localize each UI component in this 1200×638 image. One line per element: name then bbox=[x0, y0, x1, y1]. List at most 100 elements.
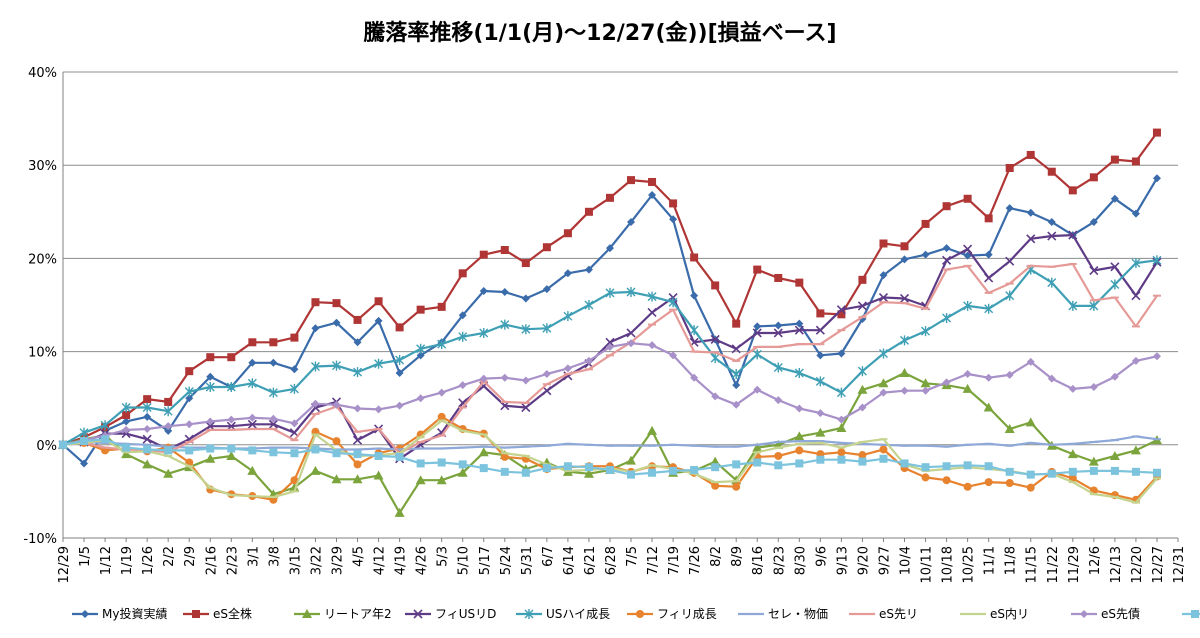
data-point bbox=[1089, 300, 1099, 311]
x-tick-label: 2/16 bbox=[204, 546, 219, 575]
x-tick-label: 9/13 bbox=[835, 546, 850, 575]
legend-item: USハイ成長 bbox=[516, 607, 610, 621]
data-point bbox=[857, 384, 868, 394]
data-point bbox=[248, 413, 257, 422]
data-point bbox=[879, 445, 888, 454]
data-point bbox=[815, 427, 826, 437]
data-point bbox=[164, 426, 173, 435]
data-point bbox=[184, 386, 194, 397]
data-point bbox=[647, 291, 657, 302]
data-point bbox=[289, 482, 300, 492]
data-point bbox=[1110, 372, 1119, 381]
data-point bbox=[710, 334, 720, 345]
data-point bbox=[795, 278, 804, 287]
data-point bbox=[164, 397, 173, 406]
data-point bbox=[774, 451, 783, 460]
data-point bbox=[122, 425, 131, 434]
data-point bbox=[605, 337, 615, 347]
data-point bbox=[1067, 449, 1078, 459]
data-point bbox=[773, 362, 783, 373]
data-point bbox=[59, 440, 67, 449]
data-point bbox=[689, 325, 699, 336]
data-point bbox=[647, 307, 657, 318]
data-point bbox=[921, 473, 930, 482]
data-point bbox=[983, 402, 994, 412]
x-tick-label: 6/14 bbox=[562, 546, 577, 575]
data-point bbox=[837, 455, 846, 464]
data-point bbox=[984, 273, 994, 283]
x-tick-label: 12/27 bbox=[1151, 546, 1166, 583]
data-point bbox=[1026, 483, 1035, 492]
data-point bbox=[921, 386, 930, 395]
data-point bbox=[227, 415, 236, 424]
y-tick-label: -10% bbox=[23, 532, 57, 547]
data-point bbox=[310, 465, 321, 475]
data-point bbox=[605, 465, 614, 474]
data-point bbox=[1152, 255, 1162, 266]
data-point bbox=[142, 402, 152, 413]
x-tick-label: 11/15 bbox=[1025, 546, 1040, 583]
data-point bbox=[521, 468, 530, 477]
y-tick-label: 30% bbox=[28, 159, 57, 174]
data-point bbox=[627, 218, 636, 227]
x-tick-label: 6/21 bbox=[583, 546, 598, 575]
data-point bbox=[374, 358, 384, 369]
data-point bbox=[669, 351, 678, 360]
data-point bbox=[1004, 423, 1015, 433]
data-point bbox=[963, 194, 972, 203]
data-point bbox=[1047, 231, 1057, 241]
data-point bbox=[437, 458, 446, 467]
x-tick-label: 7/5 bbox=[625, 546, 640, 567]
data-point bbox=[415, 475, 426, 485]
data-point bbox=[248, 338, 257, 347]
data-point bbox=[521, 324, 531, 335]
legend-label: eS先リ bbox=[879, 607, 918, 621]
data-point bbox=[1068, 230, 1078, 240]
data-point bbox=[500, 287, 509, 296]
data-point bbox=[900, 255, 909, 264]
data-point bbox=[794, 325, 804, 335]
x-tick-label: 5/3 bbox=[436, 546, 451, 567]
series-11 bbox=[59, 435, 1161, 479]
x-tick-label: 12/20 bbox=[1130, 546, 1145, 583]
x-tick-label: 3/8 bbox=[267, 546, 282, 567]
legend-item: リートア年2 bbox=[294, 607, 392, 621]
data-point bbox=[206, 417, 215, 426]
data-point bbox=[269, 338, 278, 347]
data-point bbox=[690, 465, 699, 474]
data-point bbox=[121, 449, 132, 459]
data-point bbox=[311, 324, 320, 333]
x-tick-label: 3/22 bbox=[309, 546, 324, 575]
data-point bbox=[373, 470, 384, 480]
data-point bbox=[416, 394, 425, 403]
data-point bbox=[1088, 456, 1099, 466]
data-point bbox=[457, 467, 468, 477]
data-point bbox=[815, 376, 825, 387]
data-point bbox=[1109, 450, 1120, 460]
data-point bbox=[395, 323, 404, 332]
data-point bbox=[753, 265, 762, 274]
data-point bbox=[500, 319, 510, 330]
series-10 bbox=[59, 339, 1161, 449]
data-point bbox=[584, 463, 593, 472]
data-point bbox=[500, 373, 509, 382]
data-point bbox=[500, 246, 509, 255]
data-point bbox=[816, 409, 825, 418]
x-tick-label: 2/23 bbox=[225, 546, 240, 575]
data-point bbox=[1005, 204, 1014, 213]
data-point bbox=[879, 388, 888, 397]
data-point bbox=[984, 250, 993, 259]
x-tick-label: 12/6 bbox=[1088, 546, 1103, 575]
data-point bbox=[774, 273, 783, 282]
data-point bbox=[542, 464, 551, 473]
data-point bbox=[458, 311, 467, 320]
data-point bbox=[205, 382, 215, 393]
data-point bbox=[753, 322, 762, 331]
data-point bbox=[268, 387, 278, 398]
x-tick-label: 7/12 bbox=[646, 546, 661, 575]
data-point bbox=[80, 437, 89, 446]
data-point bbox=[80, 459, 89, 468]
data-point bbox=[627, 470, 636, 479]
x-tick-label: 5/17 bbox=[478, 546, 493, 575]
data-point bbox=[185, 446, 194, 455]
